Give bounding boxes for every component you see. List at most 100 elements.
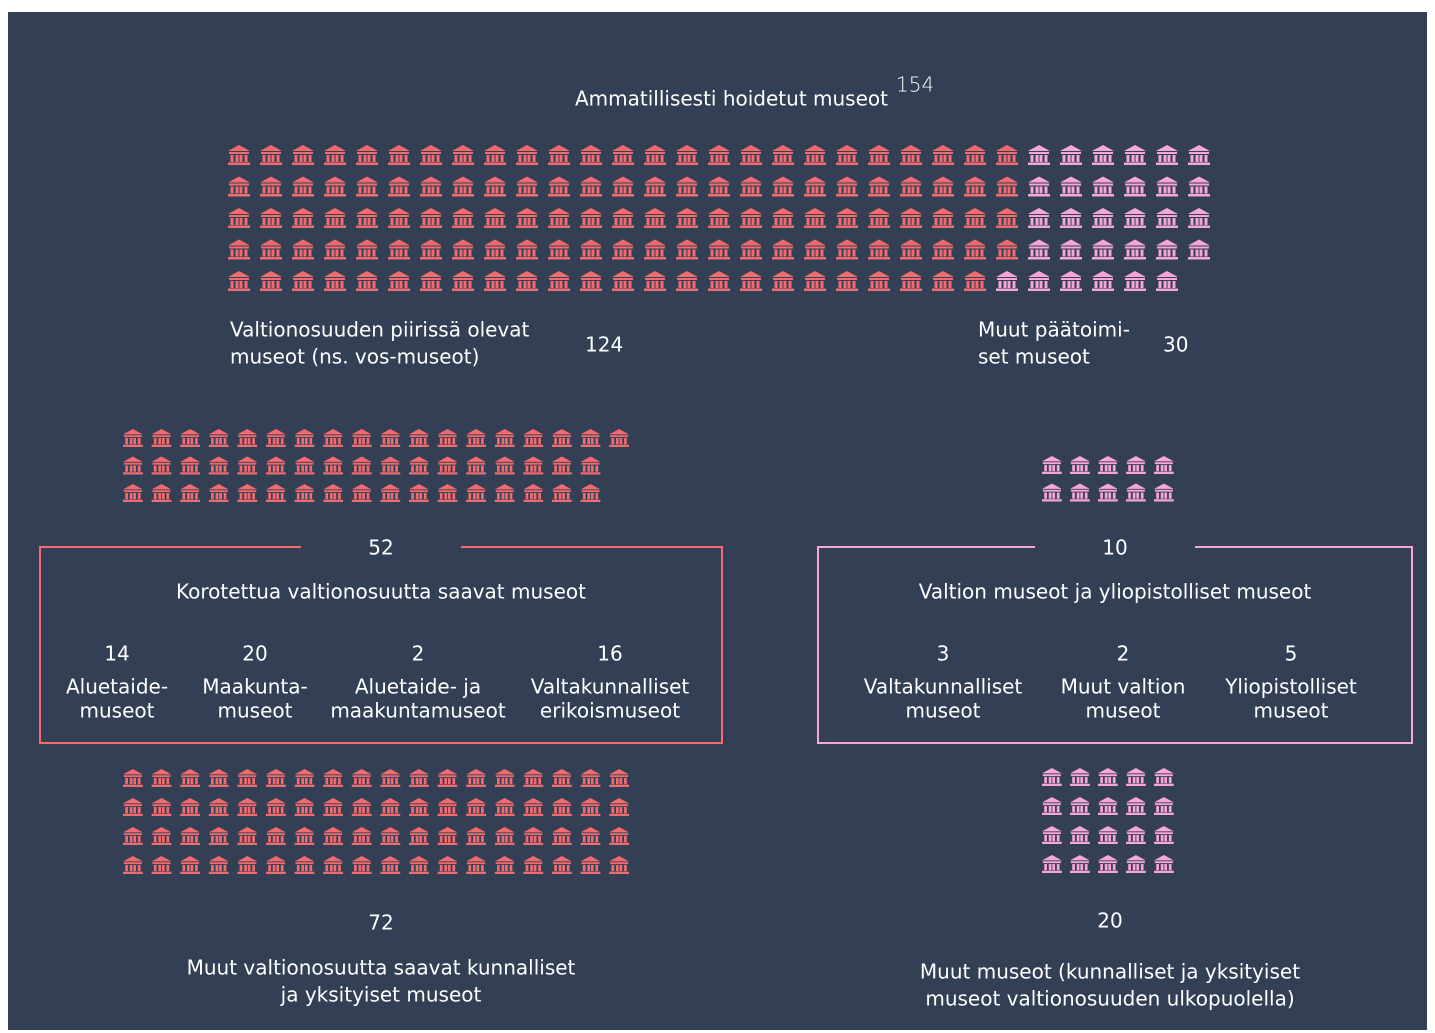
museum-icon	[1028, 271, 1050, 291]
museum-icon	[580, 239, 602, 260]
museum-icon	[260, 145, 282, 165]
museum-icon	[294, 456, 315, 475]
label: museot	[906, 699, 981, 723]
museum-icon	[292, 208, 314, 228]
museum-icon	[804, 239, 826, 260]
box-gap	[301, 535, 461, 559]
museum-icon	[676, 239, 698, 260]
museum-icon	[228, 145, 250, 165]
label: Valtakunnalliset	[531, 675, 690, 699]
museum-icon	[740, 239, 762, 260]
museum-icon	[1098, 826, 1118, 844]
museum-icon	[228, 239, 250, 260]
museum-icon	[1060, 145, 1082, 165]
museum-icon	[180, 484, 200, 502]
museum-icon	[208, 484, 229, 502]
museum-icon	[380, 827, 401, 845]
museum-icon	[484, 208, 506, 228]
museum-icon	[380, 484, 401, 502]
museum-icon	[1124, 208, 1146, 228]
museum-icon	[548, 239, 570, 260]
museum-icon	[548, 208, 570, 228]
museum-icon	[237, 429, 258, 447]
museum-icon	[964, 208, 986, 228]
museum-icon	[644, 145, 666, 165]
museum-icon	[516, 239, 538, 260]
museum-icon	[900, 208, 922, 228]
label: museot	[1254, 699, 1329, 723]
museum-icon	[151, 856, 172, 874]
museum-icon	[1092, 208, 1114, 228]
museum-icon	[1060, 208, 1082, 228]
museum-icon	[676, 176, 698, 197]
museum-icon	[123, 798, 143, 816]
museum-icon	[516, 271, 538, 291]
museum-icon	[324, 239, 346, 260]
museum-icon	[208, 798, 229, 816]
museum-icon	[548, 145, 570, 165]
museum-icon	[123, 456, 143, 475]
museum-icon	[380, 429, 401, 447]
museum-icon	[228, 176, 250, 197]
museum-icon	[1042, 826, 1062, 844]
museum-icon	[964, 239, 986, 260]
label: Maakunta-	[202, 675, 307, 699]
museum-icon	[740, 145, 762, 165]
museum-icon	[1070, 855, 1090, 873]
museum-icon	[804, 271, 826, 291]
other-value: 30	[1163, 333, 1188, 357]
museum-icon	[1028, 239, 1050, 260]
museum-icon	[1028, 208, 1050, 228]
museum-icon	[452, 239, 474, 260]
museum-icon	[380, 856, 401, 874]
museum-icon	[1098, 483, 1118, 502]
museum-icon	[836, 145, 858, 165]
item-value: 3	[937, 642, 950, 666]
museum-icon	[708, 239, 730, 260]
museum-icon	[151, 429, 172, 447]
label: Muut valtionosuutta saavat kunnalliset	[187, 956, 576, 980]
label: museot valtionosuuden ulkopuolella)	[925, 987, 1294, 1011]
museum-icon	[516, 176, 538, 197]
museum-icon	[437, 429, 458, 447]
museum-icon	[1060, 176, 1082, 197]
museum-icon	[237, 769, 258, 787]
museum-icon	[580, 176, 602, 197]
museum-icon	[452, 208, 474, 228]
museum-icon	[708, 145, 730, 165]
museum-icon	[294, 484, 315, 502]
museum-icon	[123, 769, 143, 787]
label: Aluetaide-	[66, 675, 168, 699]
box-title: Valtion museot ja yliopistolliset museot	[919, 580, 1312, 604]
museum-icon	[180, 827, 200, 845]
museum-icon	[868, 176, 890, 197]
museum-icon	[964, 271, 986, 291]
museum-icon	[1154, 826, 1174, 844]
museum-icon	[772, 145, 794, 165]
museum-icon	[740, 208, 762, 228]
item-value: 16	[597, 642, 622, 666]
museum-icon	[1154, 768, 1174, 786]
museum-icon	[932, 208, 954, 228]
museum-icon	[356, 239, 378, 260]
museum-icon	[1154, 483, 1174, 502]
museum-icon	[380, 456, 401, 475]
museum-icon	[294, 769, 315, 787]
museum-icon	[676, 208, 698, 228]
museum-icon	[1060, 239, 1082, 260]
museum-icon	[932, 145, 954, 165]
museum-icon	[1126, 483, 1146, 502]
museum-icon	[151, 484, 172, 502]
museum-icon	[1156, 145, 1178, 165]
museum-icon	[1188, 145, 1210, 165]
museum-icon	[228, 271, 250, 291]
museum-icon	[1042, 456, 1062, 474]
label: museot	[80, 699, 155, 723]
museum-icon	[228, 208, 250, 228]
label: Yliopistolliset	[1224, 675, 1357, 699]
museum-icon	[804, 208, 826, 228]
museum-icon	[292, 176, 314, 197]
museum-icon	[1126, 855, 1146, 873]
museum-icon	[388, 176, 410, 197]
museum-icon	[708, 271, 730, 291]
